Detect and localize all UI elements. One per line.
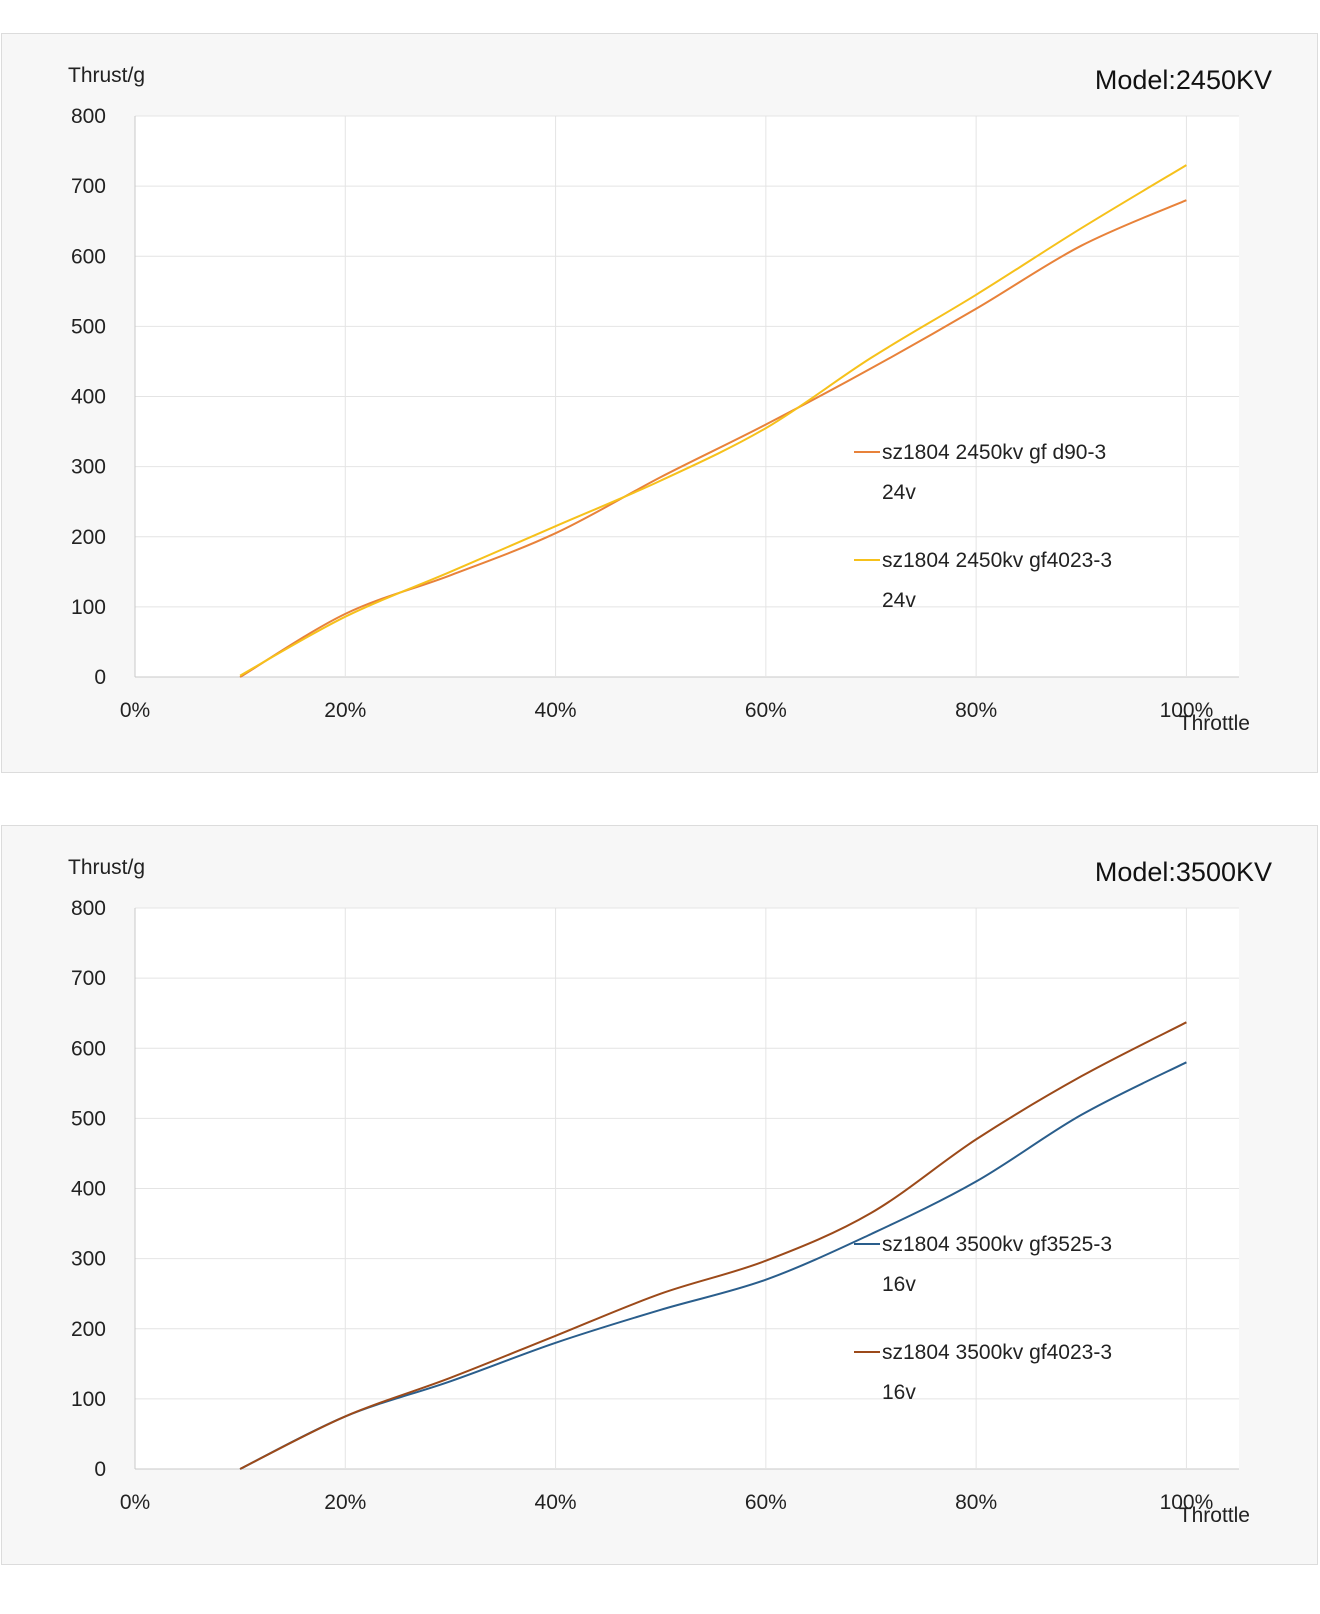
x-tick-label: 100% — [1160, 699, 1214, 722]
legend-label: sz1804 3500kv gf3525-3 — [882, 1233, 1112, 1256]
legend-label-voltage: 24v — [882, 589, 916, 612]
y-tick-label: 200 — [71, 526, 106, 549]
y-tick-label: 600 — [71, 245, 106, 268]
y-tick-label: 700 — [71, 967, 106, 990]
y-tick-label: 600 — [71, 1037, 106, 1060]
y-tick-label: 400 — [71, 386, 106, 409]
x-tick-label: 80% — [955, 1491, 997, 1514]
x-axis-label: Throttle — [1179, 1504, 1250, 1527]
chart-title: Model:2450KV — [1095, 65, 1272, 95]
legend-label: sz1804 2450kv gf d90-3 — [882, 441, 1106, 464]
x-tick-label: 40% — [535, 1491, 577, 1514]
x-tick-label: 100% — [1160, 1491, 1214, 1514]
series-line-2 — [239, 1021, 1187, 1470]
x-tick-label: 60% — [745, 1491, 787, 1514]
y-tick-label: 100 — [71, 1388, 106, 1411]
y-tick-label: 0 — [94, 1458, 106, 1481]
x-tick-label: 20% — [324, 1491, 366, 1514]
x-tick-label: 0% — [120, 699, 150, 722]
series-line-1 — [239, 1061, 1187, 1470]
y-tick-label: 200 — [71, 1318, 106, 1341]
x-tick-label: 20% — [324, 699, 366, 722]
chart-panel-2450kv: 0 100 200 300 400 500 600 700 800 0% 20% 40% 60% 80% 1… — [1, 33, 1318, 773]
legend-label-voltage: 16v — [882, 1273, 916, 1296]
y-tick-label: 700 — [71, 175, 106, 198]
y-tick-label: 300 — [71, 456, 106, 479]
series-line-2 — [239, 164, 1187, 677]
x-tick-label: 60% — [745, 699, 787, 722]
x-tick-label: 0% — [120, 1491, 150, 1514]
chart-title: Model:3500KV — [1095, 857, 1272, 887]
chart-panel-3500kv: 0 100 200 300 400 500 600 700 800 0% 20% 40% 60% 80% 1… — [1, 825, 1318, 1565]
thrust-chart-3500kv: 0 100 200 300 400 500 600 700 800 0% 20% 40% 60% 80% 1… — [68, 856, 1272, 1527]
y-tick-label: 500 — [71, 1107, 106, 1130]
y-axis-label: Thrust/g — [68, 64, 145, 87]
y-tick-label: 500 — [71, 315, 106, 338]
y-tick-label: 800 — [71, 105, 106, 128]
x-tick-label: 80% — [955, 699, 997, 722]
y-tick-label: 800 — [71, 897, 106, 920]
legend-label: sz1804 3500kv gf4023-3 — [882, 1341, 1112, 1364]
y-tick-label: 0 — [94, 666, 106, 689]
x-tick-label: 40% — [535, 699, 577, 722]
y-tick-label: 100 — [71, 596, 106, 619]
y-tick-label: 300 — [71, 1248, 106, 1271]
x-axis-label: Throttle — [1179, 712, 1250, 735]
y-tick-label: 400 — [71, 1178, 106, 1201]
legend-label-voltage: 24v — [882, 481, 916, 504]
legend-label-voltage: 16v — [882, 1381, 916, 1404]
legend-label: sz1804 2450kv gf4023-3 — [882, 549, 1112, 572]
y-axis-label: Thrust/g — [68, 856, 145, 879]
thrust-chart-2450kv: 0 100 200 300 400 500 600 700 800 0% 20% 40% 60% 80% 1… — [68, 64, 1272, 735]
